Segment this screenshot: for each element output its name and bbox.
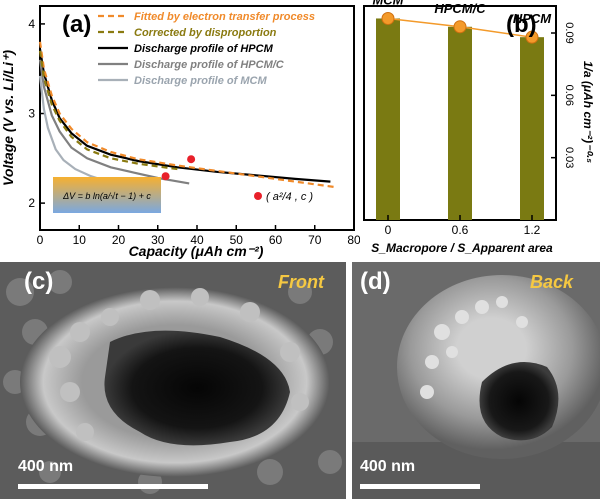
legend-entry: Discharge profile of HPCM/C — [134, 59, 285, 71]
legend-entry: Discharge profile of HPCM — [134, 43, 274, 55]
x-axis-label-b: S_Macropore / S_Apparent area — [371, 241, 553, 255]
legend-a: Fitted by electron transfer process Corre… — [98, 11, 315, 87]
sem-front-texture — [0, 262, 346, 499]
sem-image-front: (c) Front 400 nm — [0, 262, 346, 499]
data-point — [525, 30, 539, 44]
formula-box — [53, 177, 161, 213]
panel-label-d: (d) — [360, 268, 391, 295]
marker-point — [161, 172, 170, 181]
panel-b-chart: MCM HPCM/C HPCM 0 0.6 1.2 0.03 0.06 0.09 (b) S… — [363, 0, 595, 255]
marker-point — [187, 155, 196, 164]
y-axis-label-b: 1/a (μAh cm⁻²)⁻⁰·⁵ — [581, 61, 595, 163]
y-tick-label-a: 4 — [28, 17, 35, 31]
bar-hpcm — [520, 37, 544, 221]
scale-text-c: 400 nm — [18, 458, 74, 475]
panel-label-b: (b) — [506, 11, 537, 38]
x-tick-label-a: 20 — [112, 233, 126, 247]
bar-category-label: MCM — [372, 0, 404, 7]
plot-area-a: 0 10 20 30 40 50 60 70 80 2 3 4 Fitted by electron… — [28, 5, 360, 247]
legend-entry: Discharge profile of MCM — [134, 75, 267, 87]
trend-line-b — [381, 11, 539, 44]
x-ticks-a: 0 10 20 30 40 50 60 70 80 — [37, 225, 360, 247]
legend-entry: Corrected by disproportion — [134, 27, 277, 39]
x-tick-label-a: 30 — [151, 233, 165, 247]
y-tick-label-b: 0.06 — [563, 85, 575, 106]
x-tick-label-a: 80 — [347, 233, 360, 247]
sem-image-back: (d) Back 400 nm — [352, 262, 600, 499]
view-tag-front: Front — [278, 272, 324, 292]
y-axis-label-a: Voltage (V vs. Li/Li⁺) — [0, 50, 16, 186]
x-tick-label-a: 40 — [190, 233, 204, 247]
series-line-corrected-by-disproportion — [38, 50, 178, 171]
scale-bar-c — [18, 484, 208, 489]
bar-category-labels: MCM HPCM/C HPCM — [372, 0, 552, 26]
y-tick-label-a: 3 — [28, 107, 35, 121]
bar-category-label: HPCM — [513, 11, 552, 26]
formula-text: ΔV = b ln(a/√t − 1) + c — [62, 191, 151, 201]
bar-hpcm-c — [448, 26, 472, 220]
y-tick-label-b: 0.03 — [563, 147, 575, 168]
y-ticks-a: 2 3 4 — [28, 17, 45, 210]
data-point — [453, 20, 467, 34]
y-tick-label-b: 0.09 — [563, 22, 575, 43]
marker-legend-dot — [254, 192, 262, 200]
x-tick-label-a: 60 — [269, 233, 283, 247]
data-point — [381, 11, 395, 25]
series-line-fitted-by-electron-transfer-process — [38, 41, 335, 189]
legend-entry: Fitted by electron transfer process — [134, 11, 315, 23]
panel-label-a: (a) — [62, 11, 91, 38]
x-tick-label-a: 0 — [37, 233, 44, 247]
panel-a-chart: 0 10 20 30 40 50 60 70 80 2 3 4 Fitted by electron… — [0, 5, 360, 259]
x-tick-label-a: 10 — [73, 233, 87, 247]
panel-label-c: (c) — [24, 268, 54, 295]
x-ticks-b: 0 0.6 1.2 — [385, 215, 541, 237]
x-axis-label-a: Capacity (μAh cm⁻²) — [129, 243, 264, 259]
bar-category-label: HPCM/C — [434, 1, 486, 16]
sem-back-texture — [352, 262, 600, 499]
x-tick-label-a: 70 — [308, 233, 322, 247]
x-tick-label-a: 50 — [230, 233, 244, 247]
scale-bar-d — [360, 484, 480, 489]
view-tag-back: Back — [530, 272, 574, 292]
x-tick-label-b: 0 — [385, 223, 392, 237]
series-line-discharge-profile-of-hpcm — [38, 48, 331, 183]
y-ticks-b: 0.03 0.06 0.09 — [551, 22, 575, 168]
bars-b — [376, 18, 544, 221]
x-tick-label-b: 1.2 — [524, 223, 541, 237]
bar-mcm — [376, 18, 400, 220]
scale-text-d: 400 nm — [360, 458, 416, 475]
x-tick-label-b: 0.6 — [452, 223, 469, 237]
y-tick-label-a: 2 — [28, 196, 35, 210]
marker-label: ( a²/4 , c ) — [266, 191, 313, 203]
